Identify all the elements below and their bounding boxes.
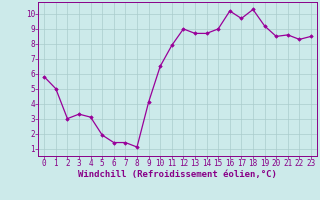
- X-axis label: Windchill (Refroidissement éolien,°C): Windchill (Refroidissement éolien,°C): [78, 170, 277, 179]
